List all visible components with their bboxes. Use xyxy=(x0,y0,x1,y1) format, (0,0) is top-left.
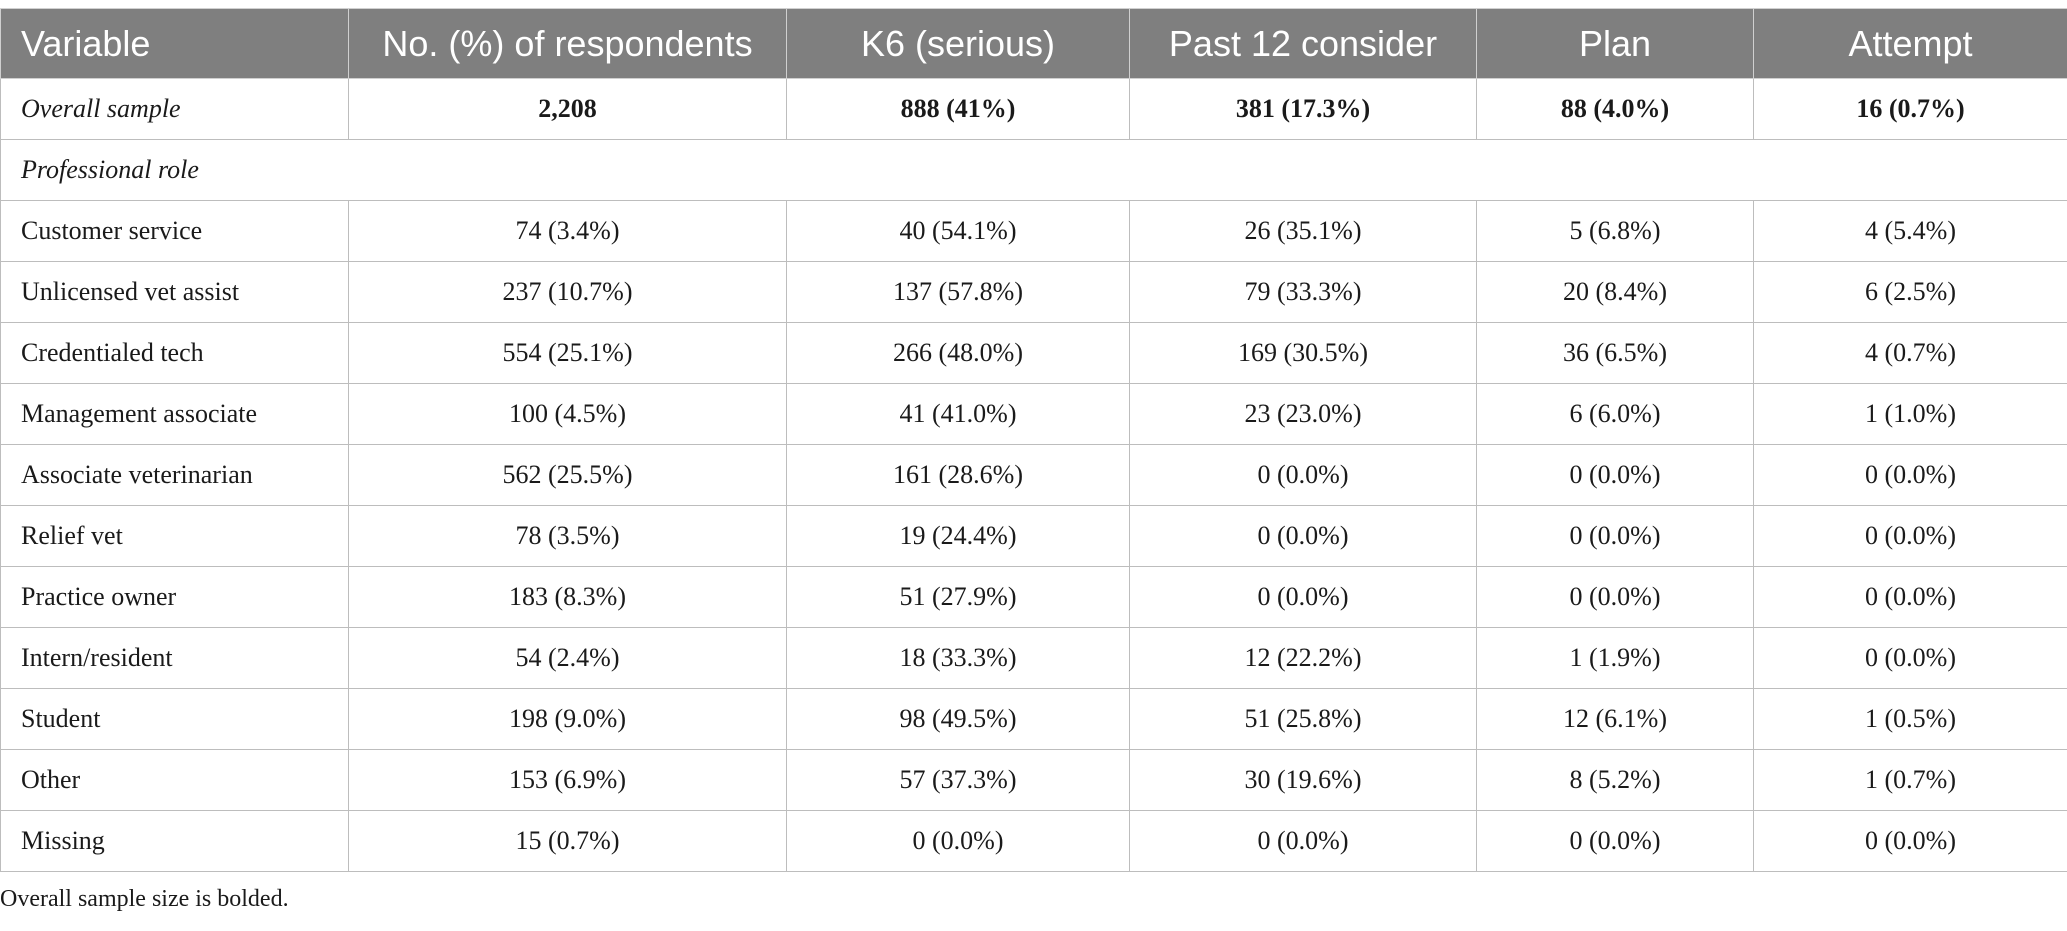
table-cell: 74 (3.4%) xyxy=(348,200,787,262)
table-cell: 78 (3.5%) xyxy=(348,505,787,567)
table-row: Unlicensed vet assist 237 (10.7%) 137 (57.… xyxy=(0,261,2067,323)
table-cell: 562 (25.5%) xyxy=(348,444,787,506)
row-label: Missing xyxy=(0,810,349,872)
table-cell: 51 (27.9%) xyxy=(786,566,1130,628)
table-cell: 153 (6.9%) xyxy=(348,749,787,811)
table-cell: 57 (37.3%) xyxy=(786,749,1130,811)
table-cell: 26 (35.1%) xyxy=(1129,200,1477,262)
table-cell: 1 (0.5%) xyxy=(1753,688,2067,750)
table-cell: 41 (41.0%) xyxy=(786,383,1130,445)
table-cell: 5 (6.8%) xyxy=(1476,200,1754,262)
table-cell: 36 (6.5%) xyxy=(1476,322,1754,384)
table-row: Customer service 74 (3.4%) 40 (54.1%) 26 (3… xyxy=(0,200,2067,262)
table-cell: 554 (25.1%) xyxy=(348,322,787,384)
table-cell: Overall sample xyxy=(0,78,349,140)
table-row: Intern/resident 54 (2.4%) 18 (33.3%) 12 (22… xyxy=(0,627,2067,689)
row-label: Associate veterinarian xyxy=(0,444,349,506)
section-label: Professional role xyxy=(0,139,2067,201)
column-header-plan: Plan xyxy=(1476,8,1754,79)
table-cell: 1 (1.9%) xyxy=(1476,627,1754,689)
table-cell: 8 (5.2%) xyxy=(1476,749,1754,811)
section-row: Professional role xyxy=(0,139,2067,201)
table-cell: 1 (1.0%) xyxy=(1753,383,2067,445)
table-cell: 98 (49.5%) xyxy=(786,688,1130,750)
overall-sample-row: Overall sample 2,208 888 (41%) 381 (17.3… xyxy=(0,78,2067,140)
column-header-k6: K6 (serious) xyxy=(786,8,1130,79)
row-label: Other xyxy=(0,749,349,811)
table-cell: 183 (8.3%) xyxy=(348,566,787,628)
table-cell: 2,208 xyxy=(348,78,787,140)
column-header-past-12-consider: Past 12 consider xyxy=(1129,8,1477,79)
table-cell: 6 (2.5%) xyxy=(1753,261,2067,323)
table-cell: 169 (30.5%) xyxy=(1129,322,1477,384)
table-cell: 40 (54.1%) xyxy=(786,200,1130,262)
table-cell: 6 (6.0%) xyxy=(1476,383,1754,445)
table-cell: 30 (19.6%) xyxy=(1129,749,1477,811)
table-cell: 79 (33.3%) xyxy=(1129,261,1477,323)
table-cell: 18 (33.3%) xyxy=(786,627,1130,689)
column-header-respondents: No. (%) of respondents xyxy=(348,8,787,79)
table-cell: 0 (0.0%) xyxy=(1753,810,2067,872)
row-label: Management associate xyxy=(0,383,349,445)
table-cell: 161 (28.6%) xyxy=(786,444,1130,506)
table-footnote: Overall sample size is bolded. xyxy=(0,886,289,912)
table-cell: 54 (2.4%) xyxy=(348,627,787,689)
table-cell: 381 (17.3%) xyxy=(1129,78,1477,140)
table-cell: 51 (25.8%) xyxy=(1129,688,1477,750)
table-cell: 137 (57.8%) xyxy=(786,261,1130,323)
table-cell: 15 (0.7%) xyxy=(348,810,787,872)
column-header-attempt: Attempt xyxy=(1753,8,2067,79)
table-cell: 0 (0.0%) xyxy=(1753,505,2067,567)
table-cell: 237 (10.7%) xyxy=(348,261,787,323)
table-cell: 0 (0.0%) xyxy=(786,810,1130,872)
row-label: Unlicensed vet assist xyxy=(0,261,349,323)
row-label: Intern/resident xyxy=(0,627,349,689)
table-cell: 0 (0.0%) xyxy=(1753,566,2067,628)
data-table: Variable No. (%) of respondents K6 (seri… xyxy=(0,8,2067,872)
row-label: Student xyxy=(0,688,349,750)
table-cell: 88 (4.0%) xyxy=(1476,78,1754,140)
table-cell: 16 (0.7%) xyxy=(1753,78,2067,140)
table-cell: 4 (0.7%) xyxy=(1753,322,2067,384)
table-row: Credentialed tech 554 (25.1%) 266 (48.0%) 1… xyxy=(0,322,2067,384)
table-cell: 100 (4.5%) xyxy=(348,383,787,445)
table-row: Practice owner 183 (8.3%) 51 (27.9%) 0 (0.0… xyxy=(0,566,2067,628)
table-cell: 19 (24.4%) xyxy=(786,505,1130,567)
table-cell: 23 (23.0%) xyxy=(1129,383,1477,445)
row-label: Credentialed tech xyxy=(0,322,349,384)
table-cell: 0 (0.0%) xyxy=(1476,810,1754,872)
column-header-variable: Variable xyxy=(0,8,349,79)
table-cell: 1 (0.7%) xyxy=(1753,749,2067,811)
table-cell: 266 (48.0%) xyxy=(786,322,1130,384)
table-container: Variable No. (%) of respondents K6 (seri… xyxy=(0,8,2067,872)
table-cell: 0 (0.0%) xyxy=(1129,566,1477,628)
table-cell: 0 (0.0%) xyxy=(1476,444,1754,506)
table-cell: 198 (9.0%) xyxy=(348,688,787,750)
table-cell: 12 (6.1%) xyxy=(1476,688,1754,750)
row-label: Practice owner xyxy=(0,566,349,628)
table-cell: 0 (0.0%) xyxy=(1129,444,1477,506)
table-cell: 12 (22.2%) xyxy=(1129,627,1477,689)
table-cell: 0 (0.0%) xyxy=(1476,505,1754,567)
table-header: Variable No. (%) of respondents K6 (seri… xyxy=(0,8,2067,79)
table-cell: 0 (0.0%) xyxy=(1129,505,1477,567)
table-row: Missing 15 (0.7%) 0 (0.0%) 0 (0.0%) 0 (0.0%)… xyxy=(0,810,2067,872)
table-cell: 0 (0.0%) xyxy=(1476,566,1754,628)
table-row: Management associate 100 (4.5%) 41 (41.0%)… xyxy=(0,383,2067,445)
table-cell: 0 (0.0%) xyxy=(1753,444,2067,506)
table-cell: 0 (0.0%) xyxy=(1129,810,1477,872)
table-row: Relief vet 78 (3.5%) 19 (24.4%) 0 (0.0%) 0 (… xyxy=(0,505,2067,567)
table-row: Other 153 (6.9%) 57 (37.3%) 30 (19.6%) 8 (5.… xyxy=(0,749,2067,811)
table-cell: 20 (8.4%) xyxy=(1476,261,1754,323)
row-label: Customer service xyxy=(0,200,349,262)
table-row: Student 198 (9.0%) 98 (49.5%) 51 (25.8%) 12 … xyxy=(0,688,2067,750)
table-cell: 888 (41%) xyxy=(786,78,1130,140)
table-body: Overall sample 2,208 888 (41%) 381 (17.3… xyxy=(0,78,2067,872)
header-row: Variable No. (%) of respondents K6 (seri… xyxy=(0,8,2067,79)
row-label: Relief vet xyxy=(0,505,349,567)
table-cell: 0 (0.0%) xyxy=(1753,627,2067,689)
table-row: Associate veterinarian 562 (25.5%) 161 (28… xyxy=(0,444,2067,506)
table-cell: 4 (5.4%) xyxy=(1753,200,2067,262)
